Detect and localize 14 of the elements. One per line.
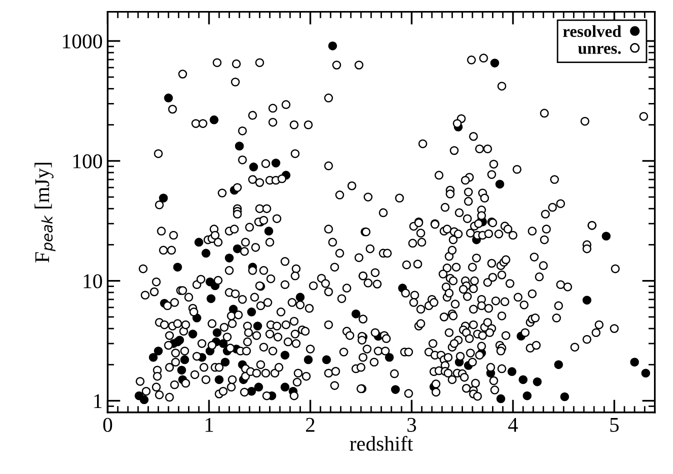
y-tick-label: 1000 — [62, 34, 102, 48]
x-tick-label: 4 — [508, 418, 518, 432]
x-axis-title: redshift — [350, 436, 413, 451]
y-tick-label: 10 — [84, 274, 102, 288]
x-tick-label: 3 — [407, 418, 416, 432]
y-tick-label: 100 — [73, 154, 102, 168]
x-tick-label: 5 — [610, 418, 619, 432]
x-tick-label: 2 — [306, 418, 314, 432]
x-tick-label: 1 — [206, 418, 213, 432]
x-tick-label: 0 — [103, 418, 112, 432]
legend-label: resolved — [562, 25, 622, 38]
legend-label: unres. — [578, 46, 621, 54]
y-axis-title: F$_{peak}$ [mJy] — [34, 162, 56, 262]
y-tick-label: 1 — [94, 394, 102, 408]
